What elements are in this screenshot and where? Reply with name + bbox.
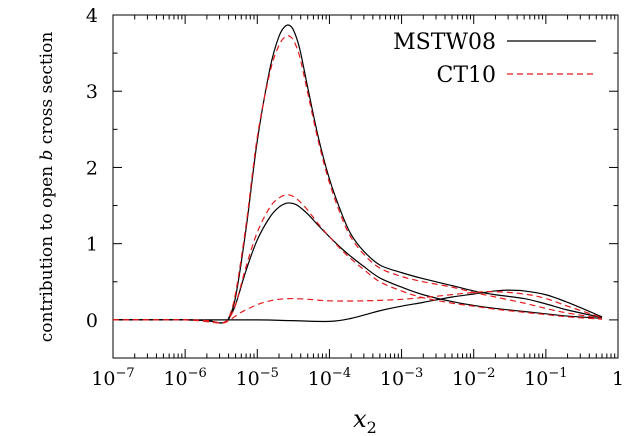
y-axis-label: contribution to open b cross section	[37, 32, 57, 343]
plot-frame	[112, 14, 619, 359]
series-mstw08-component-2	[112, 289, 603, 323]
x-axis-label-subscript: 2	[367, 418, 377, 436]
series-curves	[112, 24, 603, 324]
legend: MSTW08 CT10	[393, 30, 596, 88]
y-tick-label-1: 1	[86, 234, 98, 256]
series-mstw08-component-1	[112, 202, 603, 324]
y-tick-label-0: 0	[86, 310, 98, 332]
legend-label-ct10: CT10	[436, 63, 496, 88]
y-axis-label-variable: b	[37, 150, 57, 161]
y-tick-label-4: 4	[86, 5, 98, 27]
series-ct10-total	[112, 35, 603, 324]
series-mstw08-total	[112, 24, 603, 324]
x-tick-label-3: 10−4	[308, 366, 351, 390]
x-tick-labels: 10−7 10−6 10−5 10−4 10−3 10−2 10−1 1	[91, 366, 624, 390]
x-tick-label-2: 10−5	[236, 366, 279, 390]
y-tick-label-3: 3	[86, 81, 98, 103]
x-tick-label-6: 10−1	[524, 366, 567, 390]
axis-ticks	[112, 14, 619, 359]
x-tick-label-1: 10−6	[163, 366, 206, 390]
x-tick-label-4: 10−3	[380, 366, 423, 390]
series-ct10-component-1	[112, 194, 603, 324]
legend-label-mstw08: MSTW08	[393, 30, 496, 55]
x-tick-label-5: 10−2	[452, 366, 495, 390]
y-tick-label-2: 2	[86, 157, 98, 179]
y-tick-labels: 0 1 2 3 4	[86, 5, 98, 332]
x-axis-label: x2	[353, 405, 377, 436]
x-tick-label-7: 1	[612, 368, 624, 390]
series-ct10-component-2	[112, 290, 603, 324]
x-tick-label-0: 10−7	[91, 366, 134, 390]
